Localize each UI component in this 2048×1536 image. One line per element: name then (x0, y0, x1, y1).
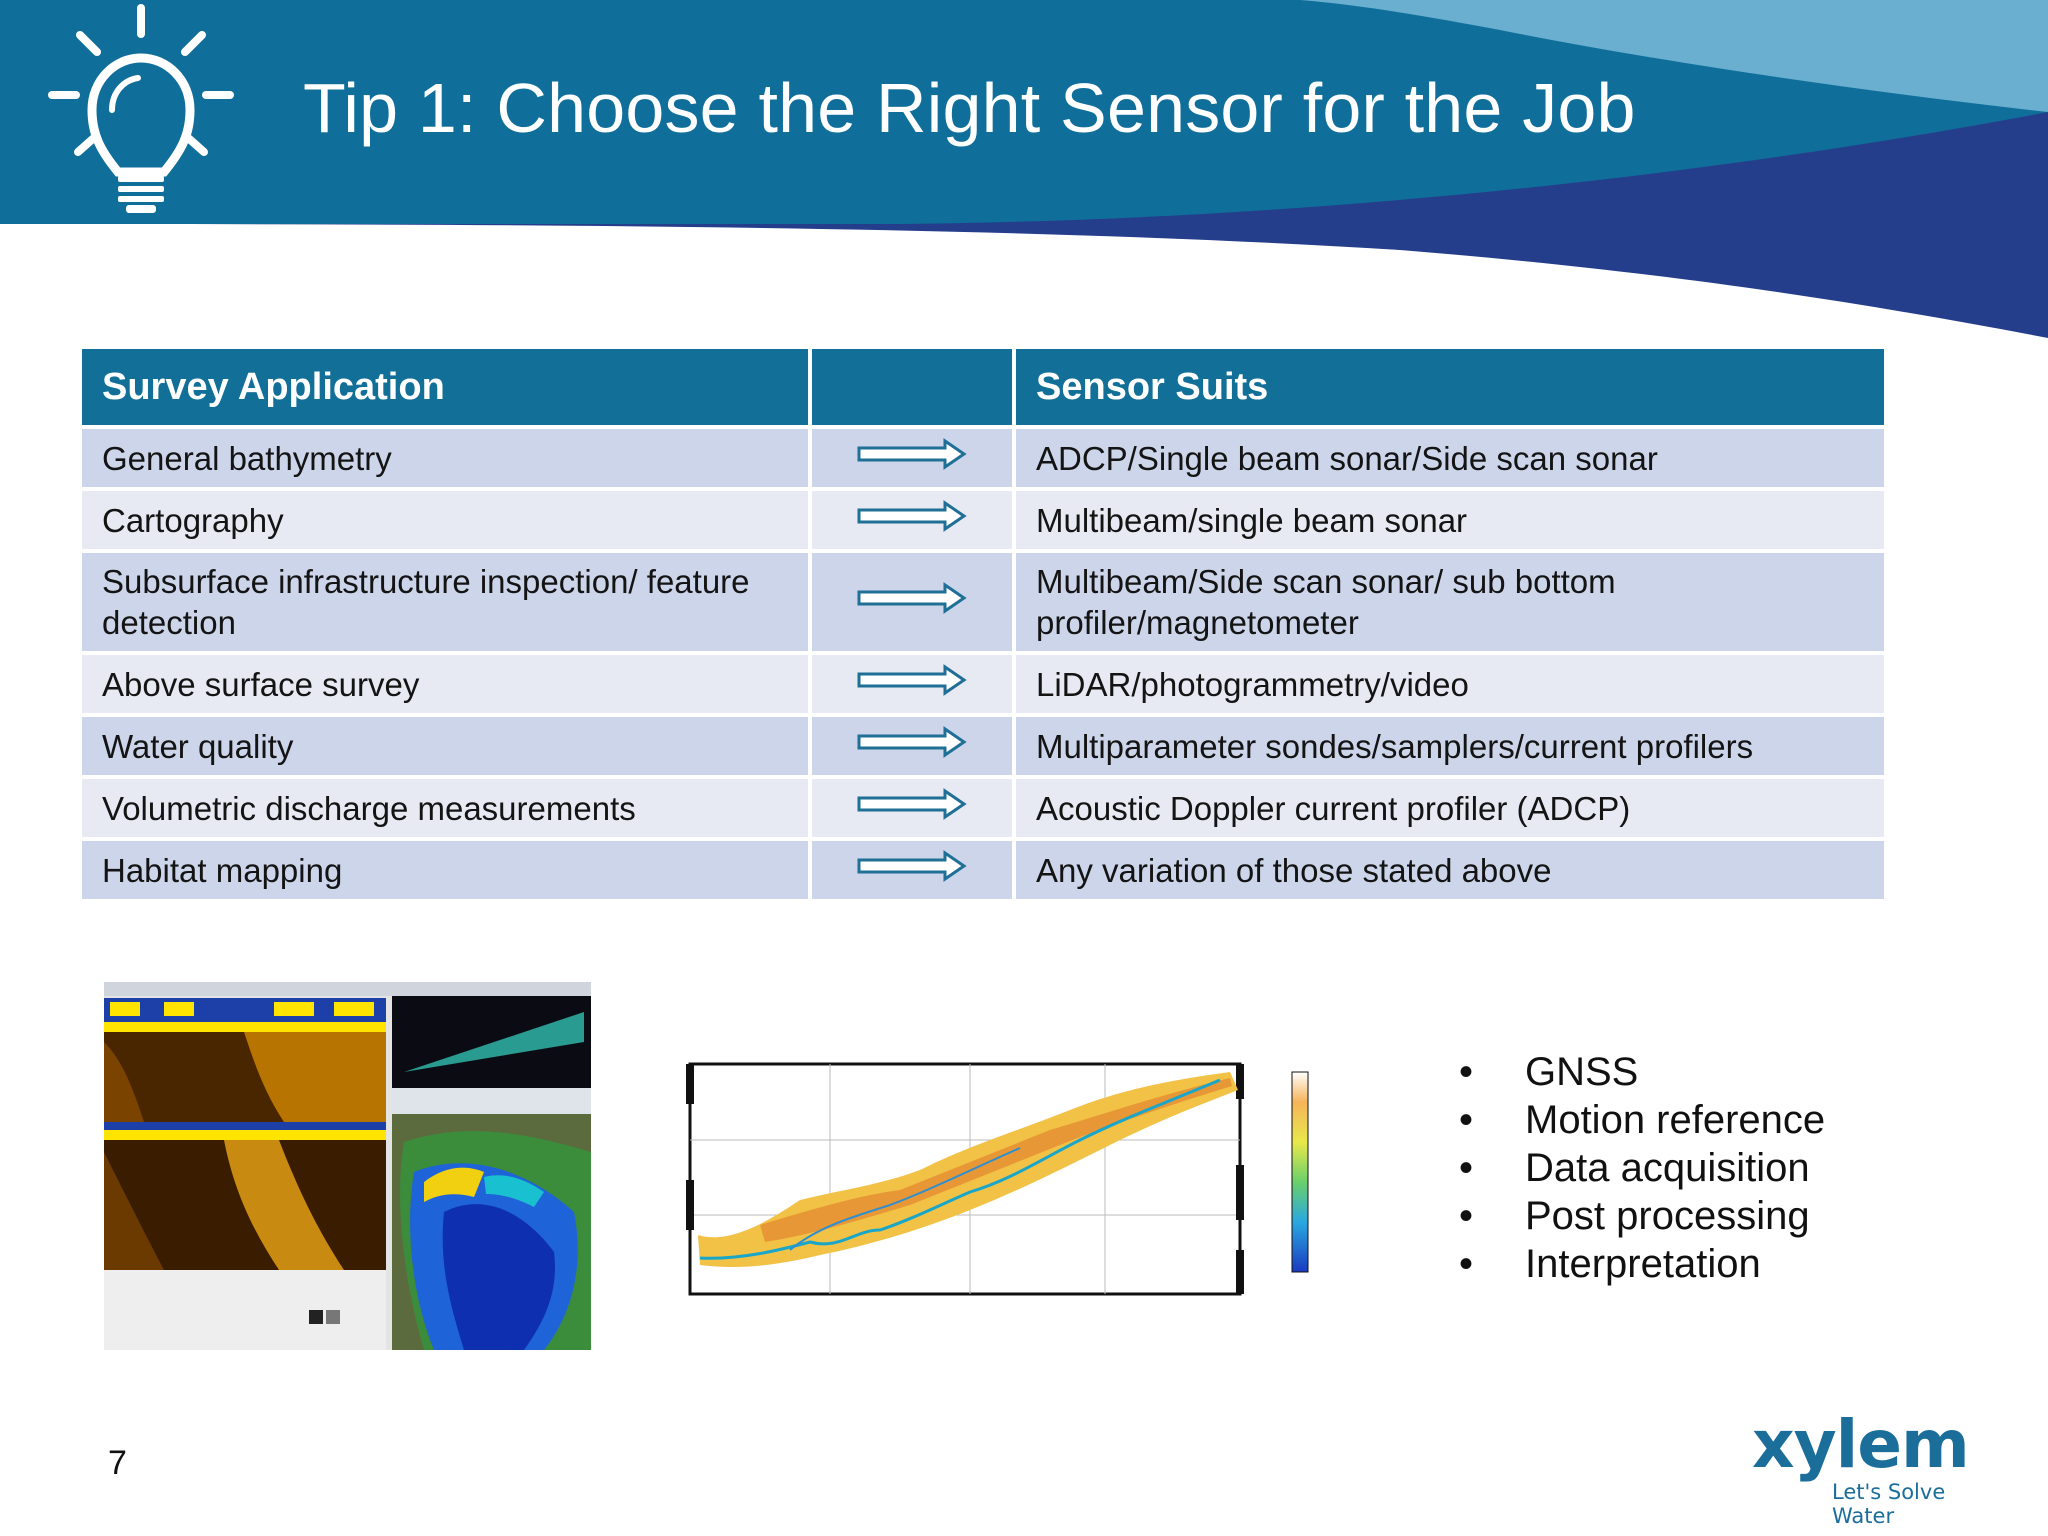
arrow-cell (812, 717, 1012, 775)
page-number: 7 (108, 1444, 127, 1482)
application-cell: Habitat mapping (82, 841, 808, 899)
arrow-cell (812, 553, 1012, 651)
table-row: Above surface survey LiDAR/photogrammetr… (82, 655, 1884, 713)
sonar-software-screenshot (104, 982, 591, 1350)
right-arrow-icon (857, 437, 967, 470)
logo-tagline: Let's Solve Water (1832, 1480, 1946, 1528)
table-row: Volumetric discharge measurements Acoust… (82, 779, 1884, 837)
sensor-cell: Multiparameter sondes/samplers/current p… (1016, 717, 1884, 775)
application-cell: Cartography (82, 491, 808, 549)
logo-wordmark: xylem (1752, 1406, 1970, 1483)
sensor-cell: Any variation of those stated above (1016, 841, 1884, 899)
application-cell: Subsurface infrastructure inspection/ fe… (82, 553, 808, 651)
sonar-screenshot-graphic (104, 982, 591, 1350)
xylem-logo: xylem Let's Solve Water (1752, 1406, 2012, 1528)
table-row: Water quality Multiparameter sondes/samp… (82, 717, 1884, 775)
table-row: General bathymetry ADCP/Single beam sona… (82, 429, 1884, 487)
table-row: Subsurface infrastructure inspection/ fe… (82, 553, 1884, 651)
sensor-cell: LiDAR/photogrammetry/video (1016, 655, 1884, 713)
application-cell: General bathymetry (82, 429, 808, 487)
sensor-table: Survey Application Sensor Suits General … (78, 345, 1888, 903)
column-header-sensor: Sensor Suits (1016, 349, 1884, 425)
application-cell: Above surface survey (82, 655, 808, 713)
right-arrow-icon (857, 663, 967, 696)
list-item: Interpretation (1455, 1240, 1825, 1288)
sensor-cell: ADCP/Single beam sonar/Side scan sonar (1016, 429, 1884, 487)
list-item: Data acquisition (1455, 1144, 1825, 1192)
page-title: Tip 1: Choose the Right Sensor for the J… (303, 69, 1636, 147)
list-item: Post processing (1455, 1192, 1825, 1240)
sensor-cell: Multibeam/single beam sonar (1016, 491, 1884, 549)
list-item: GNSS (1455, 1048, 1825, 1096)
arrow-cell (812, 491, 1012, 549)
lightbulb-icon (48, 4, 234, 213)
right-arrow-icon (857, 499, 967, 532)
application-cell: Water quality (82, 717, 808, 775)
arrow-cell (812, 779, 1012, 837)
header-banner (0, 0, 2048, 340)
table-row: Habitat mapping Any variation of those s… (82, 841, 1884, 899)
right-arrow-icon (857, 849, 967, 882)
application-cell: Volumetric discharge measurements (82, 779, 808, 837)
column-header-arrow (812, 349, 1012, 425)
column-header-application: Survey Application (82, 349, 808, 425)
elevation-map-graphic (640, 1020, 1390, 1350)
table-row: Cartography Multibeam/single beam sonar (82, 491, 1884, 549)
right-arrow-icon (857, 725, 967, 758)
right-arrow-icon (857, 581, 967, 614)
right-arrow-icon (857, 787, 967, 820)
table-header-row: Survey Application Sensor Suits (82, 349, 1884, 425)
list-item: Motion reference (1455, 1096, 1825, 1144)
river-elevation-map (640, 1020, 1390, 1350)
arrow-cell (812, 429, 1012, 487)
sensor-cell: Acoustic Doppler current profiler (ADCP) (1016, 779, 1884, 837)
sensor-cell: Multibeam/Side scan sonar/ sub bottom pr… (1016, 553, 1884, 651)
technology-list: GNSS Motion reference Data acquisition P… (1455, 1048, 1825, 1288)
arrow-cell (812, 655, 1012, 713)
arrow-cell (812, 841, 1012, 899)
